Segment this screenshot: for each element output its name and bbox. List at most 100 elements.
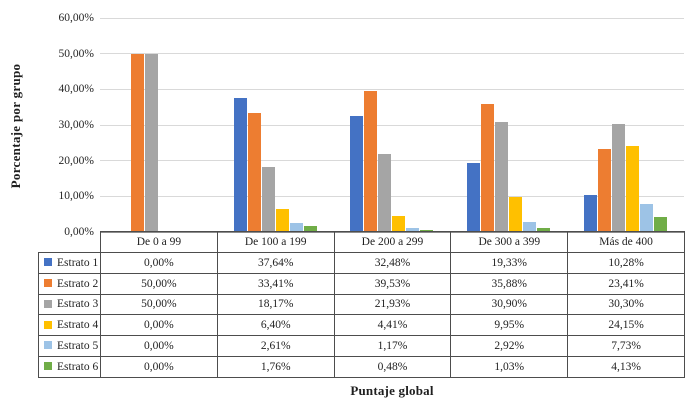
y-tick-label-0: 0,00% xyxy=(64,226,94,238)
gridline-50 xyxy=(100,53,684,55)
value-cell-estrato2-cat4: 35,88% xyxy=(450,272,569,295)
value-cell-estrato5-cat4: 2,92% xyxy=(450,335,569,357)
gridline-30 xyxy=(100,124,684,126)
plot-area xyxy=(100,17,684,233)
y-axis-title: Porcentaje por grupo xyxy=(8,63,23,189)
gridline-10 xyxy=(100,195,684,197)
bar-series-area xyxy=(100,18,684,232)
series-name: Estrato 3 xyxy=(57,298,99,311)
bar-estrato5-cat4 xyxy=(523,221,537,232)
value-cell-estrato3-cat1: 50,00% xyxy=(100,293,218,316)
series-name: Estrato 6 xyxy=(57,360,99,373)
bar-estrato3-cat4 xyxy=(495,121,509,232)
value-cell-estrato3-cat2: 18,17% xyxy=(216,293,335,316)
gridline-40 xyxy=(100,88,684,90)
legend-swatch-icon xyxy=(44,341,52,350)
value-cell-estrato6-cat2: 1,76% xyxy=(216,355,335,378)
bar-estrato4-cat4 xyxy=(509,196,523,232)
value-cell-estrato3-cat4: 30,90% xyxy=(450,293,569,316)
bar-estrato1-cat2 xyxy=(233,97,247,232)
y-tick-label-50: 50,00% xyxy=(58,47,94,60)
y-tick-label-40: 40,00% xyxy=(58,83,94,96)
value-cell-estrato1-cat4: 19,33% xyxy=(450,252,569,274)
category-header-1: De 0 a 99 xyxy=(100,231,218,253)
legend-swatch-icon xyxy=(44,299,52,308)
value-cell-estrato4-cat2: 6,40% xyxy=(216,314,335,337)
bar-estrato4-cat2 xyxy=(275,209,289,232)
table-row-estrato3: Estrato 3 50,00% 18,17% 21,93% 30,90% 30,30% xyxy=(38,293,685,316)
value-cell-estrato6-cat1: 0,00% xyxy=(100,355,218,378)
bar-estrato2-cat2 xyxy=(247,112,261,232)
bar-estrato3-cat3 xyxy=(378,153,392,232)
bar-estrato6-cat5 xyxy=(654,217,668,232)
table-row-estrato5: Estrato 5 0,00% 2,61% 1,17% 2,92% 7,73% xyxy=(38,335,685,357)
legend-cell-estrato6: Estrato 6 xyxy=(38,355,101,378)
value-cell-estrato2-cat2: 33,41% xyxy=(216,272,335,295)
value-cell-estrato4-cat5: 24,15% xyxy=(567,314,685,337)
y-tick-label-60: 60,00% xyxy=(58,12,94,24)
table-row-estrato2: Estrato 2 50,00% 33,41% 39,53% 35,88% 23,41% xyxy=(38,272,685,295)
table-row-estrato4: Estrato 4 0,00% 6,40% 4,41% 9,95% 24,15% xyxy=(38,314,685,337)
bar-estrato3-cat1 xyxy=(144,53,158,232)
bar-estrato3-cat2 xyxy=(261,167,275,232)
y-tick-label-30: 30,00% xyxy=(58,119,94,131)
legend-swatch-icon xyxy=(44,320,52,329)
data-table: De 0 a 99 De 100 a 199 De 200 a 299 De 300 … xyxy=(38,231,685,378)
bar-estrato2-cat4 xyxy=(481,104,495,232)
y-tick-label-20: 20,00% xyxy=(58,154,94,167)
legend-cell-estrato1: Estrato 1 xyxy=(38,252,101,274)
value-cell-estrato2-cat5: 23,41% xyxy=(567,272,685,295)
category-header-2: De 100 a 199 xyxy=(216,231,335,253)
value-cell-estrato1-cat1: 0,00% xyxy=(100,252,218,274)
legend-swatch-icon xyxy=(44,279,52,288)
value-cell-estrato3-cat5: 30,30% xyxy=(567,293,685,316)
legend-swatch-icon xyxy=(44,362,52,371)
value-cell-estrato3-cat3: 21,93% xyxy=(333,293,452,316)
value-cell-estrato2-cat1: 50,00% xyxy=(100,272,218,295)
bar-group-2 xyxy=(217,18,334,232)
x-axis-title: Puntaje global xyxy=(350,383,434,398)
bar-estrato3-cat5 xyxy=(612,123,626,232)
bar-estrato4-cat3 xyxy=(392,216,406,232)
bar-estrato6-cat2 xyxy=(303,225,317,232)
table-corner-blank xyxy=(39,232,101,253)
legend-cell-estrato4: Estrato 4 xyxy=(38,314,101,337)
bar-estrato6-cat4 xyxy=(537,228,551,232)
bar-group-4 xyxy=(450,18,567,232)
gridline-60 xyxy=(100,17,684,19)
value-cell-estrato5-cat2: 2,61% xyxy=(216,335,335,357)
value-cell-estrato6-cat3: 0,48% xyxy=(333,355,452,378)
category-header-5: Más de 400 xyxy=(567,231,685,253)
value-cell-estrato1-cat3: 32,48% xyxy=(333,252,452,274)
category-header-4: De 300 a 399 xyxy=(450,231,569,253)
bar-estrato4-cat5 xyxy=(626,145,640,232)
value-cell-estrato5-cat3: 1,17% xyxy=(333,335,452,357)
series-name: Estrato 1 xyxy=(57,256,99,269)
legend-cell-estrato2: Estrato 2 xyxy=(38,272,101,295)
series-name: Estrato 2 xyxy=(57,277,99,290)
bar-group-5 xyxy=(567,18,684,232)
bar-estrato5-cat5 xyxy=(640,204,654,232)
category-header-3: De 200 a 299 xyxy=(333,231,452,253)
table-row-estrato6: Estrato 6 0,00% 1,76% 0,48% 1,03% 4,13% xyxy=(38,355,685,378)
bar-estrato1-cat5 xyxy=(584,195,598,232)
bar-estrato2-cat5 xyxy=(598,148,612,232)
legend-swatch-icon xyxy=(44,258,52,267)
bar-group-1 xyxy=(100,18,217,232)
value-cell-estrato5-cat5: 7,73% xyxy=(567,335,685,357)
bar-estrato1-cat4 xyxy=(467,163,481,232)
value-cell-estrato4-cat3: 4,41% xyxy=(333,314,452,337)
value-cell-estrato1-cat5: 10,28% xyxy=(567,252,685,274)
series-name: Estrato 5 xyxy=(57,340,99,353)
value-cell-estrato5-cat1: 0,00% xyxy=(100,335,218,357)
value-cell-estrato2-cat3: 39,53% xyxy=(333,272,452,295)
value-cell-estrato6-cat4: 1,03% xyxy=(450,355,569,378)
bar-estrato5-cat3 xyxy=(406,227,420,232)
legend-cell-estrato3: Estrato 3 xyxy=(38,293,101,316)
bar-estrato1-cat3 xyxy=(350,116,364,232)
bar-estrato2-cat3 xyxy=(364,91,378,232)
bar-estrato2-cat1 xyxy=(130,53,144,232)
bar-group-3 xyxy=(334,18,451,232)
gridline-20 xyxy=(100,160,684,162)
